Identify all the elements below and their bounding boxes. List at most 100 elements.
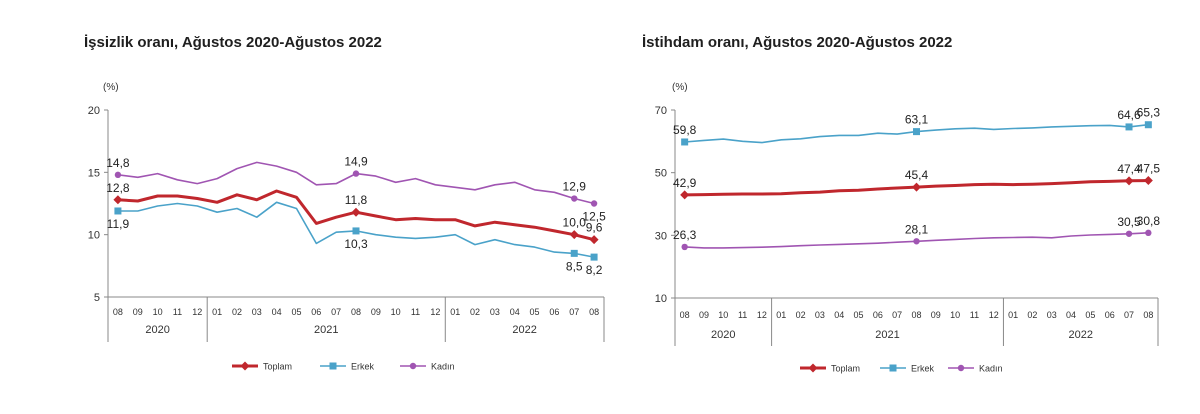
month-tick-label: 10 [950, 310, 960, 320]
month-tick-label: 04 [510, 307, 520, 317]
data-label: 12,8 [106, 181, 130, 195]
month-tick-label: 08 [911, 310, 921, 320]
month-tick-label: 05 [291, 307, 301, 317]
data-point-marker [1124, 176, 1134, 186]
data-label: 14,9 [344, 155, 368, 169]
month-tick-label: 02 [470, 307, 480, 317]
year-label: 2021 [875, 329, 899, 341]
data-label: 10,0 [563, 216, 587, 230]
month-tick-label: 01 [450, 307, 460, 317]
data-point-marker [1125, 123, 1133, 131]
month-tick-label: 06 [549, 307, 559, 317]
month-tick-label: 12 [430, 307, 440, 317]
data-label: 59,8 [673, 123, 697, 137]
data-label: 42,9 [673, 176, 697, 190]
data-point-marker [352, 170, 360, 177]
data-label: 14,8 [106, 156, 130, 170]
data-label: 8,2 [586, 263, 603, 277]
data-point-marker [569, 230, 579, 240]
data-label: 8,5 [566, 259, 583, 273]
data-point-marker [571, 195, 578, 202]
y-tick-label: 50 [655, 168, 667, 180]
chart-title-employment: İstihdam oranı, Ağustos 2020-Ağustos 202… [642, 34, 953, 51]
data-label: 45,4 [905, 168, 929, 182]
data-label: 9,6 [586, 221, 603, 235]
month-tick-label: 05 [1085, 310, 1095, 320]
data-point-marker [113, 195, 123, 205]
month-tick-label: 09 [371, 307, 381, 317]
data-label: 10,3 [344, 237, 368, 251]
month-tick-label: 12 [192, 307, 202, 317]
unit-label: (%) [103, 82, 119, 93]
month-tick-label: 10 [153, 307, 163, 317]
data-point-marker [352, 227, 360, 235]
month-tick-label: 03 [490, 307, 500, 317]
data-label: 30,5 [1117, 215, 1141, 229]
legend-marker [957, 364, 965, 372]
month-tick-label: 08 [113, 307, 123, 317]
legend-marker [240, 361, 250, 371]
legend-label-erkek: Erkek [351, 362, 375, 372]
unit-label: (%) [672, 82, 688, 93]
data-point-marker [114, 171, 122, 179]
year-label: 2020 [711, 329, 735, 341]
month-tick-label: 09 [133, 307, 143, 317]
data-label: 63,1 [905, 113, 929, 127]
y-tick-label: 5 [94, 292, 100, 304]
y-tick-label: 20 [88, 105, 100, 117]
year-label: 2021 [314, 324, 338, 336]
month-tick-label: 10 [391, 307, 401, 317]
data-point-marker [913, 128, 920, 136]
month-tick-label: 09 [699, 310, 709, 320]
legend-marker [329, 362, 337, 370]
data-point-marker [114, 207, 122, 215]
data-point-marker [912, 182, 921, 192]
data-label: 30,8 [1137, 214, 1161, 228]
data-label: 11,8 [345, 193, 368, 207]
year-label: 2020 [145, 324, 169, 336]
data-label: 47,4 [1117, 162, 1141, 176]
legend-label-toplam: Toplam [263, 362, 292, 372]
data-label: 28,1 [905, 222, 929, 236]
month-tick-label: 12 [989, 310, 999, 320]
legend-label-toplam: Toplam [831, 364, 860, 374]
month-tick-label: 05 [530, 307, 540, 317]
legend-label-kadın: Kadın [431, 362, 455, 372]
month-tick-label: 11 [411, 307, 420, 317]
month-tick-label: 06 [1105, 310, 1115, 320]
data-point-marker [1143, 176, 1153, 185]
data-point-marker [681, 138, 689, 146]
month-tick-label: 02 [232, 307, 242, 317]
year-label: 2022 [1068, 329, 1092, 341]
data-point-marker [590, 253, 598, 261]
chart-title-unemployment: İşsizlik oranı, Ağustos 2020-Ağustos 202… [84, 34, 382, 51]
legend-marker [808, 363, 818, 373]
data-label: 12,5 [582, 210, 606, 224]
year-label: 2022 [512, 324, 536, 336]
month-tick-label: 12 [757, 310, 767, 320]
y-tick-label: 70 [655, 105, 667, 117]
month-tick-label: 08 [680, 310, 690, 320]
legend-label-kadın: Kadın [979, 364, 1003, 374]
month-tick-label: 08 [589, 307, 599, 317]
month-tick-label: 03 [1047, 310, 1057, 320]
data-label: 47,5 [1137, 162, 1161, 176]
month-tick-label: 08 [1143, 310, 1153, 320]
y-tick-label: 10 [655, 293, 667, 305]
month-tick-label: 06 [873, 310, 883, 320]
month-tick-label: 04 [1066, 310, 1076, 320]
y-tick-label: 30 [655, 230, 667, 242]
data-point-marker [570, 249, 578, 257]
data-point-marker [1145, 229, 1152, 237]
month-tick-label: 07 [331, 307, 341, 317]
data-label: 26,3 [673, 228, 697, 242]
month-tick-label: 08 [351, 307, 361, 317]
data-point-marker [351, 207, 361, 217]
month-tick-label: 05 [854, 310, 864, 320]
month-tick-label: 11 [173, 307, 182, 317]
month-tick-label: 10 [718, 310, 728, 320]
legend-marker [889, 364, 897, 372]
month-tick-label: 06 [311, 307, 321, 317]
month-tick-label: 03 [815, 310, 825, 320]
